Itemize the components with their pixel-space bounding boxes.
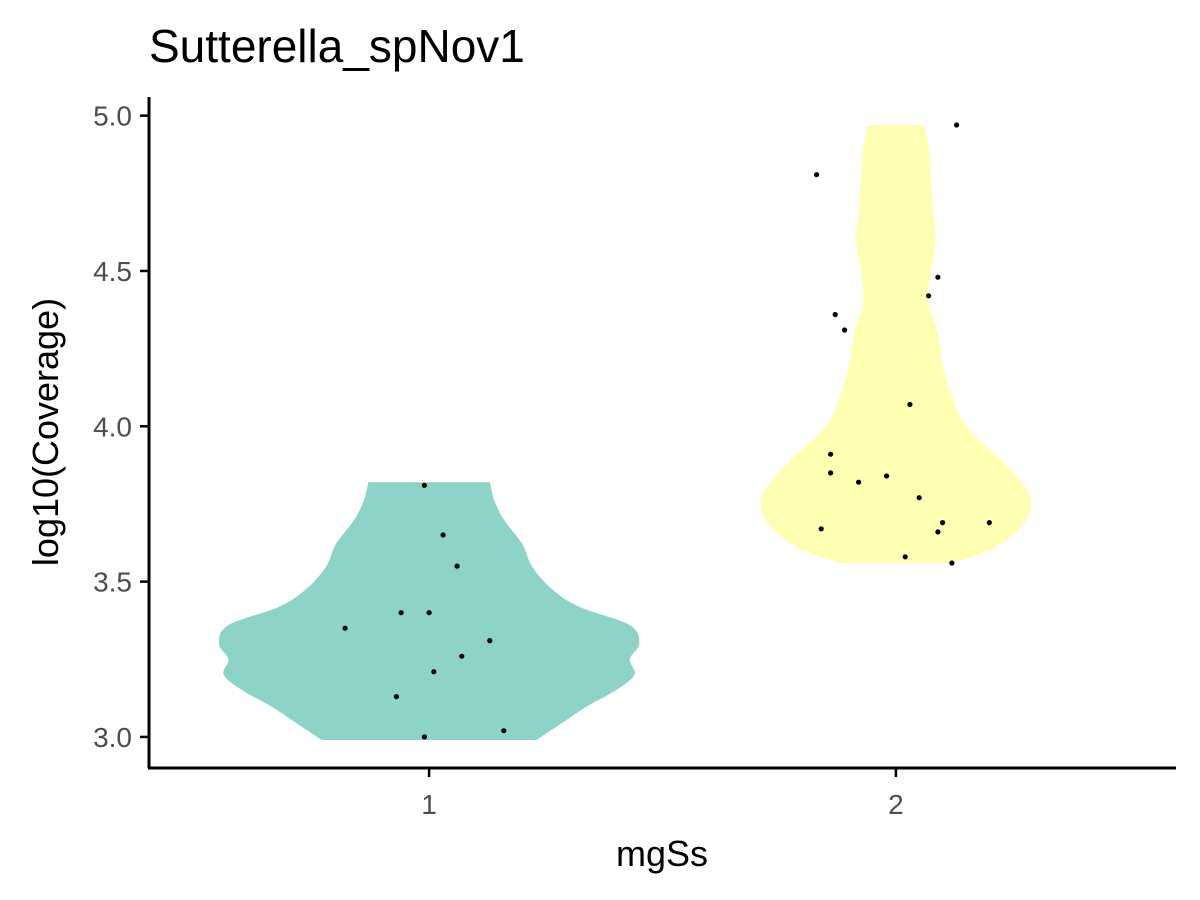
data-point-1-8	[459, 653, 465, 659]
data-point-1-5	[426, 610, 432, 616]
data-point-2-1	[954, 122, 960, 128]
y-axis-ticks: 3.0 3.5 4.0 4.5 5.0	[93, 101, 149, 753]
data-point-2-14	[940, 520, 946, 526]
chart-title: Sutterella_spNov1	[149, 20, 525, 72]
x-tick-label: 1	[421, 789, 437, 820]
data-point-1-12	[421, 734, 427, 740]
data-point-2-9	[828, 470, 834, 476]
data-point-2-13	[986, 520, 992, 526]
data-point-2-10	[884, 473, 890, 479]
data-point-1-10	[393, 694, 399, 700]
data-point-2-16	[935, 529, 941, 535]
data-point-1-6	[342, 625, 348, 631]
data-point-1-7	[487, 638, 493, 644]
data-point-1-3	[454, 563, 460, 569]
violin-2	[760, 125, 1032, 563]
y-tick-label: 4.0	[93, 411, 132, 442]
jitter-points	[342, 122, 992, 740]
y-tick-label: 3.0	[93, 722, 132, 753]
data-point-1-4	[398, 610, 404, 616]
violin-group	[218, 125, 1032, 740]
x-axis-title: mgSs	[616, 833, 708, 874]
data-point-2-4	[926, 293, 932, 299]
x-tick-label: 2	[888, 789, 904, 820]
data-point-1-2	[440, 532, 446, 538]
data-point-2-5	[832, 311, 838, 318]
data-point-2-12	[916, 495, 922, 501]
data-point-2-2	[814, 172, 820, 178]
data-point-2-3	[935, 274, 941, 280]
y-tick-label: 5.0	[93, 101, 132, 132]
data-point-2-8	[828, 451, 834, 457]
y-tick-label: 3.5	[93, 567, 132, 598]
data-point-2-17	[902, 554, 908, 560]
data-point-2-15	[818, 526, 824, 532]
data-point-2-11	[856, 479, 862, 485]
data-point-2-18	[949, 560, 955, 566]
data-point-1-9	[431, 669, 437, 675]
data-point-1-11	[501, 728, 507, 734]
data-point-2-6	[842, 327, 848, 333]
data-point-1-1	[421, 482, 427, 488]
y-tick-label: 4.5	[93, 256, 132, 287]
data-point-2-7	[907, 401, 913, 408]
y-axis-title: log10(Coverage)	[25, 298, 66, 566]
